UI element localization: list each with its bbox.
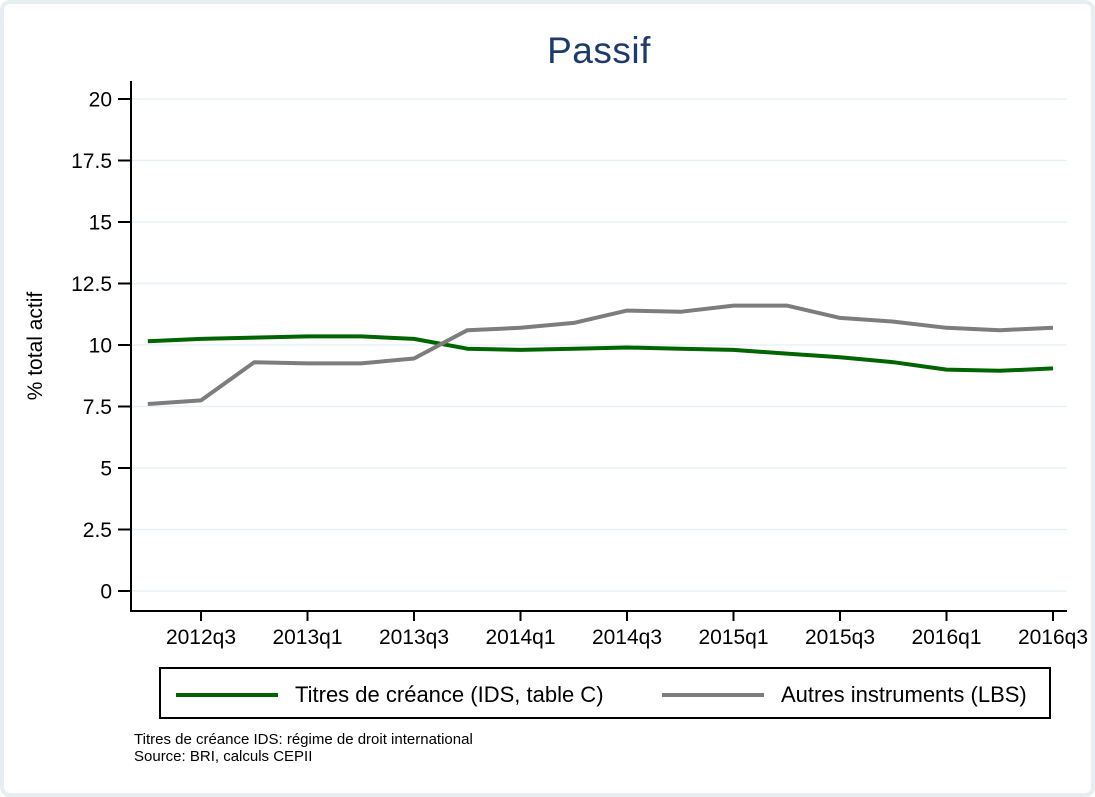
x-tick-label: 2013q1 [272, 626, 342, 649]
legend-line-swatch-titres [176, 693, 278, 697]
x-tick-label: 2012q3 [166, 626, 236, 649]
x-tick-label: 2013q3 [379, 626, 449, 649]
x-tick-label: 2016q1 [911, 626, 981, 649]
x-tick-label: 2014q3 [592, 626, 662, 649]
y-tick-label: 12.5 [71, 273, 112, 296]
legend-label-autres: Autres instruments (LBS) [781, 682, 1027, 707]
legend-label-titres: Titres de créance (IDS, table C) [295, 682, 604, 707]
x-tick-label: 2016q3 [1018, 626, 1088, 649]
y-tick-label: 17.5 [71, 150, 112, 173]
plot-canvas: 0 2.5 5 7.5 10 12.5 15 17.5 20 2012q3 2013q1 2013q… [24, 81, 1088, 649]
y-tick-label: 10 [89, 335, 112, 358]
y-tick-label: 15 [89, 212, 112, 235]
gridlines [132, 98, 1067, 592]
footnote-line-2: Source: BRI, calculs CEPII [134, 748, 313, 765]
y-tick-label: 2.5 [83, 519, 112, 542]
series-lines [147, 303, 1054, 406]
series-line-0 [147, 334, 1054, 373]
footnote-line-1: Titres de créance IDS: régime de droit i… [134, 731, 473, 748]
y-ticks: 0 2.5 5 7.5 10 12.5 15 17.5 20 [71, 89, 131, 604]
y-tick-label: 0 [100, 581, 112, 604]
y-tick-label: 7.5 [83, 396, 112, 419]
x-tick-label: 2015q3 [805, 626, 875, 649]
footnotes: Titres de créance IDS: régime de droit i… [134, 731, 473, 765]
y-tick-label: 5 [100, 458, 112, 481]
x-tick-label: 2014q1 [485, 626, 555, 649]
legend: Titres de créance (IDS, table C) Autres … [159, 667, 1051, 719]
chart-title: Passif [547, 30, 651, 71]
y-tick-label: 20 [89, 89, 112, 112]
series-line-1 [147, 303, 1054, 406]
y-axis-title: % total actif [24, 292, 47, 401]
x-tick-label: 2015q1 [698, 626, 768, 649]
x-ticks: 2012q3 2013q1 2013q3 2014q1 2014q3 2015q1 2015… [166, 611, 1088, 649]
legend-line-swatch-autres [662, 693, 764, 697]
